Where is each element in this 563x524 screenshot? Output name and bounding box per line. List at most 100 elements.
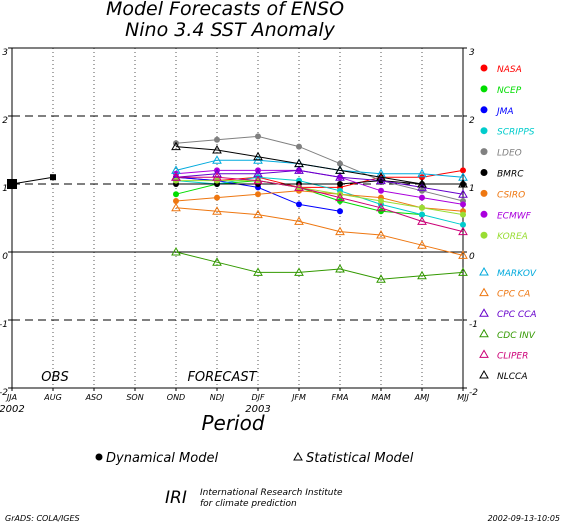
grid [12, 48, 463, 388]
data-point [173, 191, 179, 198]
legend-marker [479, 328, 489, 338]
legend-label: CLIPER [497, 351, 528, 361]
x-tick-label: AMJ [414, 393, 430, 402]
x-tick-label: JFM [290, 393, 306, 402]
legend-marker [480, 169, 488, 176]
dynamical-model-label: Dynamical Model [106, 451, 218, 466]
data-point [296, 201, 302, 208]
data-point [214, 194, 220, 201]
data-point [253, 209, 263, 219]
data-point [335, 192, 345, 202]
data-point [296, 143, 302, 150]
data-point [378, 198, 384, 204]
data-point [212, 155, 222, 164]
x-tick-label: MAM [371, 393, 390, 402]
series-cdc-inv [171, 246, 468, 283]
legend-marker [480, 127, 488, 135]
y-tick-label-left: 3 [2, 48, 8, 58]
series-line [176, 176, 464, 233]
series-line [175, 146, 463, 185]
data-point [294, 267, 304, 276]
data-point [294, 216, 304, 225]
data-point [460, 167, 466, 174]
data-point [171, 246, 181, 256]
obs-point [7, 179, 17, 189]
x-tick-label: JJA [5, 393, 17, 402]
x-tick-label: SON [126, 393, 143, 402]
data-point [294, 165, 304, 174]
legend-label: NCEP [497, 86, 522, 96]
data-point [417, 168, 427, 178]
x-axis-title: Period [201, 411, 264, 435]
chart-title: Model Forecasts of ENSO [106, 0, 344, 20]
grads-credit: GrADS: COLA/IGES [5, 514, 80, 523]
y-tick-label-right: -2 [469, 388, 478, 398]
legend-marker [479, 349, 489, 358]
data-point [337, 160, 343, 167]
data-point [460, 211, 466, 218]
legend-marker [480, 85, 488, 93]
series-nlcca [171, 141, 468, 188]
plot-frame [11, 47, 464, 389]
x-tick-label: NDJ [210, 393, 225, 402]
data-point [376, 274, 386, 283]
legend: NASA NCEP JMA SCRIPPS LDEO BMRC CSIRO ECMWF KORE… [479, 64, 537, 382]
legend-marker [480, 231, 488, 239]
legend-marker [479, 266, 489, 276]
series-layer [7, 133, 468, 283]
series-cpc-ca [171, 202, 468, 259]
dynamical-model-marker [95, 453, 103, 461]
data-point [335, 165, 345, 174]
legend-marker [479, 369, 489, 379]
legend-marker [480, 106, 488, 114]
data-point [294, 182, 304, 191]
legend-label: KOREA [497, 232, 528, 242]
legend-label: LDEO [497, 149, 522, 159]
data-point [335, 263, 345, 273]
data-point [378, 187, 384, 194]
x-tick-label: OND [167, 393, 185, 402]
data-point [376, 202, 386, 212]
data-point [255, 133, 261, 140]
chart-subtitle: Nino 3.4 SST Anomaly [125, 19, 336, 41]
y-tick-label-right: 2 [469, 116, 475, 126]
legend-label: NASA [497, 65, 522, 75]
series-line [175, 169, 464, 188]
data-point [376, 229, 386, 239]
data-point [419, 204, 425, 211]
data-point [212, 172, 222, 181]
series-line [175, 207, 464, 256]
data-point [212, 144, 222, 154]
data-point [294, 158, 304, 168]
data-point [335, 226, 345, 236]
data-point [458, 250, 468, 259]
legend-label: SCRIPPS [497, 128, 535, 138]
y-tick-label-left: -2 [0, 388, 8, 398]
series-line [176, 180, 463, 185]
x-tick-label: ASO [85, 393, 103, 402]
iri-line2: for climate prediction [200, 499, 297, 509]
legend-marker [480, 148, 488, 156]
series-cliper [171, 172, 468, 236]
data-point [458, 189, 468, 198]
legend-marker [480, 210, 488, 218]
data-point [255, 191, 261, 198]
iri-logo-text: IRI [165, 488, 187, 508]
legend-label: MARKOV [497, 269, 537, 279]
data-point [171, 141, 181, 151]
legend-label: JMA [495, 107, 514, 117]
statistical-model-label: Statistical Model [306, 451, 414, 466]
data-point [335, 172, 345, 181]
legend-marker [479, 287, 489, 297]
data-point [173, 198, 179, 204]
legend-label: CPC CA [497, 290, 530, 300]
data-point [171, 202, 181, 212]
legend-marker [480, 64, 488, 72]
x-tick-label: AUG [43, 393, 62, 402]
series-line [175, 169, 464, 195]
x-tick-label: FMA [332, 393, 349, 402]
data-point [419, 194, 425, 201]
data-point [417, 178, 427, 188]
